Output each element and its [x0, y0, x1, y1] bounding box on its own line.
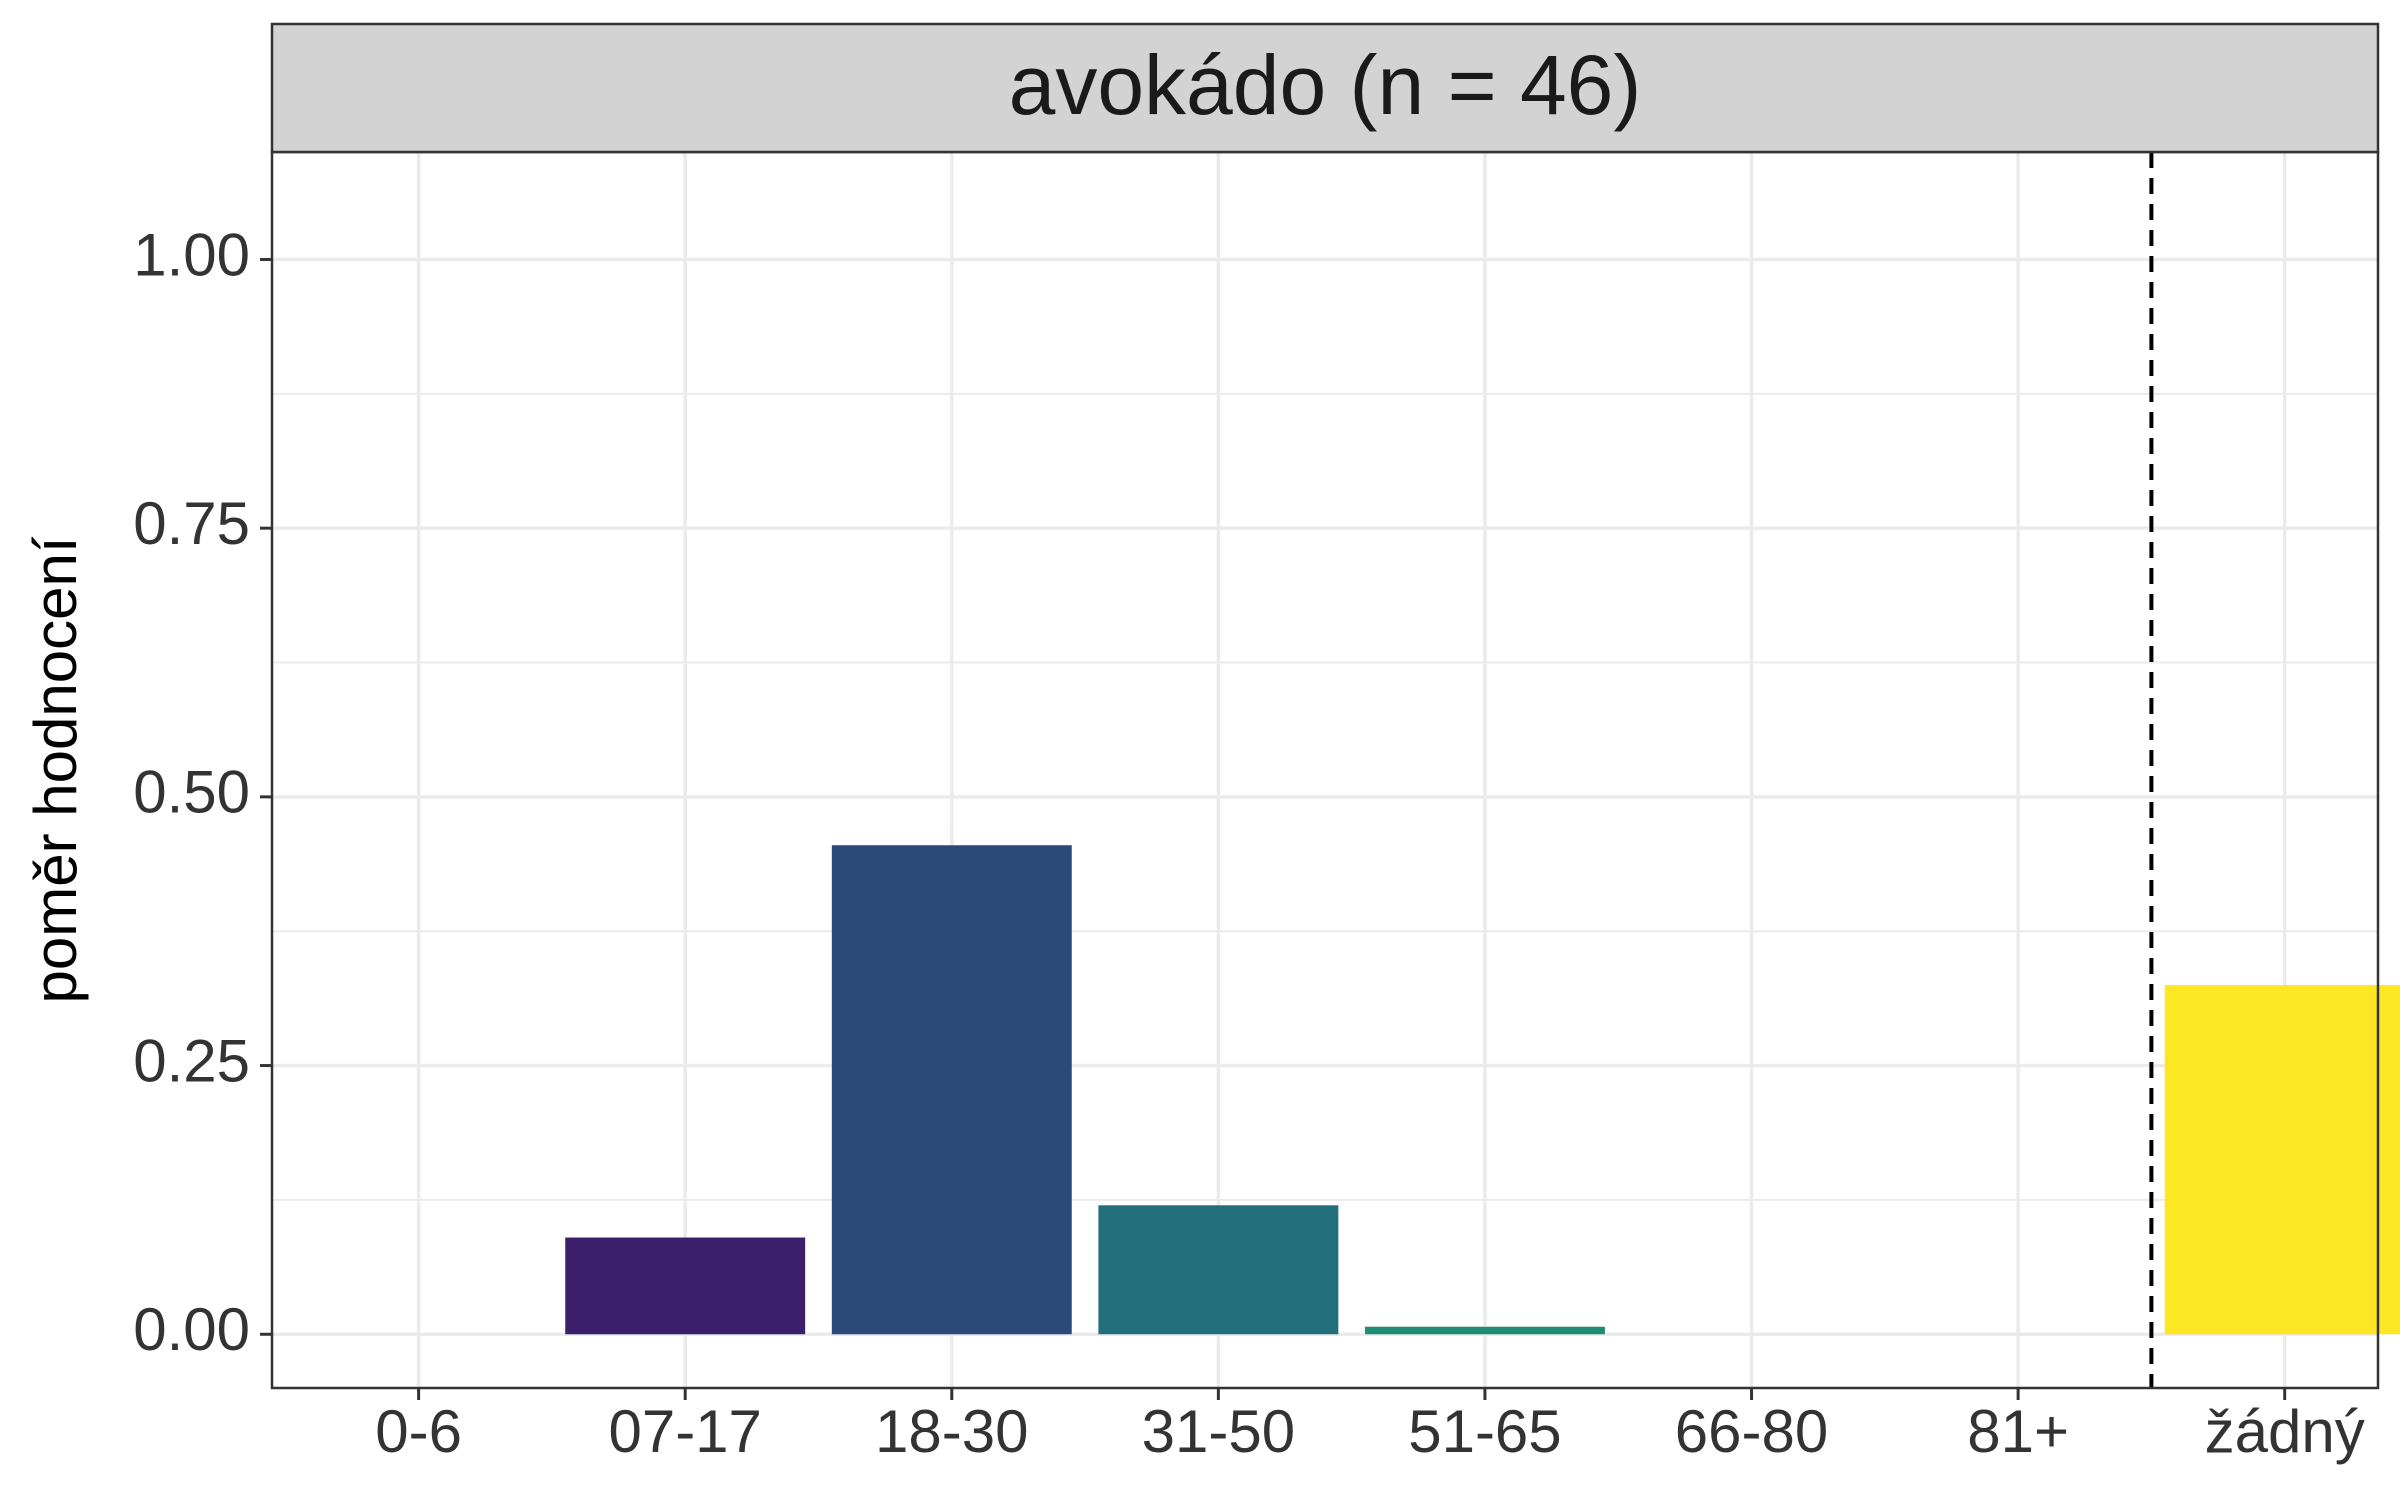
bars	[565, 845, 2400, 1335]
y-tick-label: 0.25	[133, 1027, 250, 1094]
x-tick-label: žádný	[2205, 1398, 2365, 1465]
y-tick-label: 0.75	[133, 490, 250, 557]
bar	[565, 1237, 806, 1335]
x-tick-label: 31-50	[1142, 1398, 1295, 1465]
x-tick-label: 51-65	[1408, 1398, 1561, 1465]
y-tick-label: 0.50	[133, 759, 250, 826]
y-axis: 0.00 0.25 0.50 0.75 1.00	[133, 221, 272, 1363]
x-tick-label: 66-80	[1675, 1398, 1828, 1465]
panel-title: avokádo (n = 46)	[1009, 38, 1642, 132]
strip-background	[270, 22, 2380, 154]
bar	[831, 845, 1072, 1335]
bar	[1364, 1326, 1605, 1335]
x-tick-label: 07-17	[608, 1398, 761, 1465]
x-tick-label: 18-30	[875, 1398, 1028, 1465]
bar	[1098, 1205, 1339, 1335]
y-tick-label: 1.00	[133, 221, 250, 288]
x-tick-label: 0-6	[375, 1398, 462, 1465]
bar	[2164, 984, 2400, 1335]
x-tick-label: 81+	[1967, 1398, 2069, 1465]
y-axis-title: poměr hodnocení	[22, 536, 89, 1003]
y-tick-label: 0.00	[133, 1296, 250, 1363]
x-axis: 0-6 07-17 18-30 31-50 51-65 66-80 81+ žádný	[375, 1388, 2365, 1465]
grid-lines	[272, 152, 2378, 1388]
